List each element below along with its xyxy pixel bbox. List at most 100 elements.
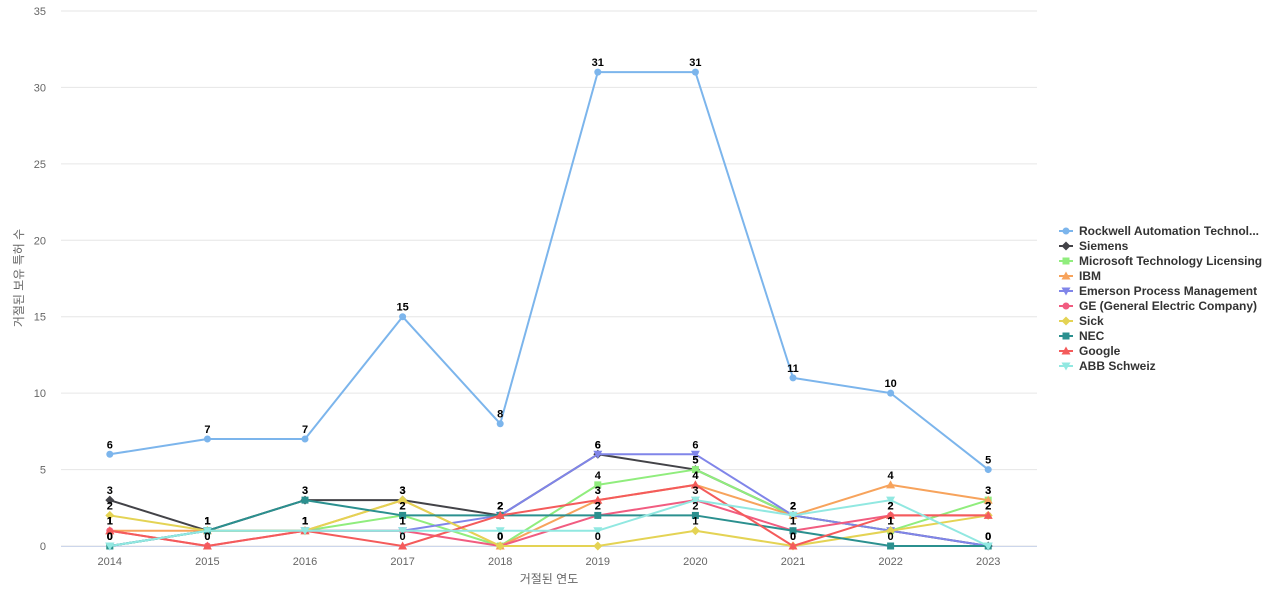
data-point[interactable] xyxy=(105,495,115,505)
data-point[interactable] xyxy=(593,527,603,536)
data-point[interactable] xyxy=(300,527,310,536)
series-line[interactable] xyxy=(108,483,990,547)
data-point[interactable] xyxy=(398,541,408,550)
legend-item[interactable]: NEC xyxy=(1059,329,1105,343)
legend-item[interactable]: Emerson Process Management xyxy=(1059,284,1257,298)
x-tick-label: 2018 xyxy=(488,556,512,568)
data-point[interactable] xyxy=(105,526,115,535)
data-label: 1 xyxy=(204,516,210,528)
data-point[interactable] xyxy=(202,527,212,536)
series-9 xyxy=(105,496,993,551)
data-label: 1 xyxy=(204,516,210,528)
data-point[interactable] xyxy=(495,527,505,536)
data-label: 3 xyxy=(400,485,406,497)
data-point[interactable] xyxy=(886,526,896,536)
legend-item[interactable]: ABB Schweiz xyxy=(1059,359,1156,373)
data-point[interactable] xyxy=(886,496,896,505)
data-point[interactable] xyxy=(983,495,993,504)
series-line[interactable] xyxy=(108,453,990,547)
data-point[interactable] xyxy=(398,495,408,505)
data-point[interactable] xyxy=(690,450,700,459)
data-point[interactable] xyxy=(593,495,603,504)
data-point[interactable] xyxy=(203,435,211,443)
data-point[interactable] xyxy=(788,541,798,550)
data-point[interactable] xyxy=(789,374,797,382)
data-point[interactable] xyxy=(202,541,212,550)
data-point[interactable] xyxy=(887,389,895,397)
data-point[interactable] xyxy=(594,68,602,76)
legend-item[interactable]: Microsoft Technology Licensing xyxy=(1059,254,1262,268)
data-point[interactable] xyxy=(690,496,700,505)
data-point[interactable] xyxy=(984,466,992,474)
data-point[interactable] xyxy=(690,480,700,489)
data-label: 0 xyxy=(497,531,503,543)
data-label: 8 xyxy=(497,409,503,421)
y-tick-label: 25 xyxy=(34,159,46,171)
data-label: 2 xyxy=(107,500,113,512)
data-point[interactable] xyxy=(691,511,699,519)
data-point[interactable] xyxy=(399,511,407,519)
data-point[interactable] xyxy=(886,480,896,489)
data-label: 1 xyxy=(692,516,698,528)
legend[interactable]: Rockwell Automation Technol...SiemensMic… xyxy=(1059,224,1262,373)
data-point[interactable] xyxy=(398,527,408,536)
legend-item[interactable]: Rockwell Automation Technol... xyxy=(1059,224,1259,238)
data-point[interactable] xyxy=(106,450,114,458)
legend-item[interactable]: GE (General Electric Company) xyxy=(1059,299,1257,313)
y-tick-label: 5 xyxy=(40,465,46,477)
data-point[interactable] xyxy=(691,466,699,474)
data-point[interactable] xyxy=(593,450,603,459)
legend-marker xyxy=(1061,271,1071,280)
data-point[interactable] xyxy=(495,541,505,551)
series-line[interactable] xyxy=(108,453,990,547)
legend-item[interactable]: Sick xyxy=(1059,314,1104,328)
data-label: 6 xyxy=(107,439,113,451)
data-label: 2 xyxy=(888,500,894,512)
data-point[interactable] xyxy=(983,510,993,519)
data-label: 6 xyxy=(692,439,698,451)
legend-label: Siemens xyxy=(1079,239,1129,253)
data-point[interactable] xyxy=(105,510,115,520)
data-point[interactable] xyxy=(887,542,895,550)
data-label: 6 xyxy=(595,439,601,451)
data-label: 2 xyxy=(400,500,406,512)
series-line[interactable] xyxy=(108,499,990,547)
data-label: 0 xyxy=(107,531,113,543)
legend-item[interactable]: Siemens xyxy=(1059,239,1129,253)
data-point[interactable] xyxy=(594,511,602,519)
legend-label: NEC xyxy=(1079,329,1105,343)
data-point[interactable] xyxy=(789,527,797,535)
legend-item[interactable]: IBM xyxy=(1059,269,1101,283)
data-point[interactable] xyxy=(788,511,798,520)
data-point[interactable] xyxy=(983,542,993,551)
data-point[interactable] xyxy=(593,541,603,551)
data-point[interactable] xyxy=(886,510,896,519)
series-line[interactable] xyxy=(108,499,990,547)
data-point[interactable] xyxy=(301,496,309,504)
data-point[interactable] xyxy=(105,542,115,551)
data-point[interactable] xyxy=(399,313,407,321)
data-label: 0 xyxy=(985,531,991,543)
legend-marker xyxy=(1062,227,1070,235)
series-line[interactable] xyxy=(108,71,990,471)
data-point[interactable] xyxy=(594,481,602,489)
x-axis-title: 거절된 연도 xyxy=(520,572,579,586)
data-point[interactable] xyxy=(690,526,700,536)
data-point[interactable] xyxy=(301,435,309,443)
data-label: 3 xyxy=(985,485,991,497)
data-label: 2 xyxy=(497,500,503,512)
data-label: 1 xyxy=(107,516,113,528)
legend-marker xyxy=(1061,241,1071,251)
y-tick-label: 10 xyxy=(34,388,46,400)
data-point[interactable] xyxy=(691,68,699,76)
legend-label: Microsoft Technology Licensing xyxy=(1079,254,1262,268)
x-tick-label: 2016 xyxy=(293,556,317,568)
data-point[interactable] xyxy=(495,510,505,519)
data-label: 0 xyxy=(204,531,210,543)
data-label: 0 xyxy=(888,531,894,543)
data-point[interactable] xyxy=(496,420,504,428)
data-label: 2 xyxy=(790,500,796,512)
legend-item[interactable]: Google xyxy=(1059,344,1121,358)
y-tick-label: 15 xyxy=(34,312,46,324)
